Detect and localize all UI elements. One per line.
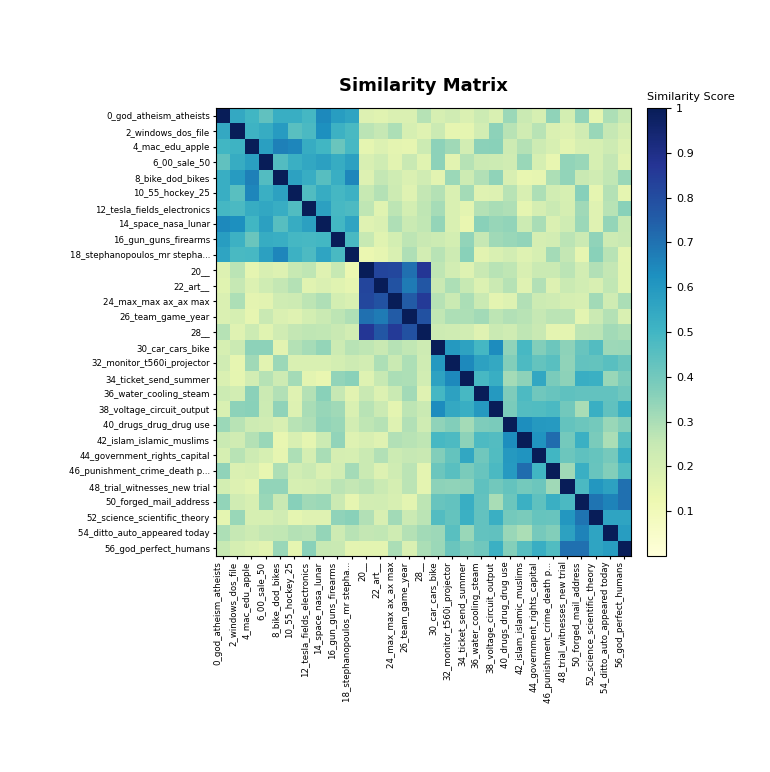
Title: Similarity Matrix: Similarity Matrix (339, 77, 508, 96)
Text: Similarity Score: Similarity Score (647, 92, 735, 102)
